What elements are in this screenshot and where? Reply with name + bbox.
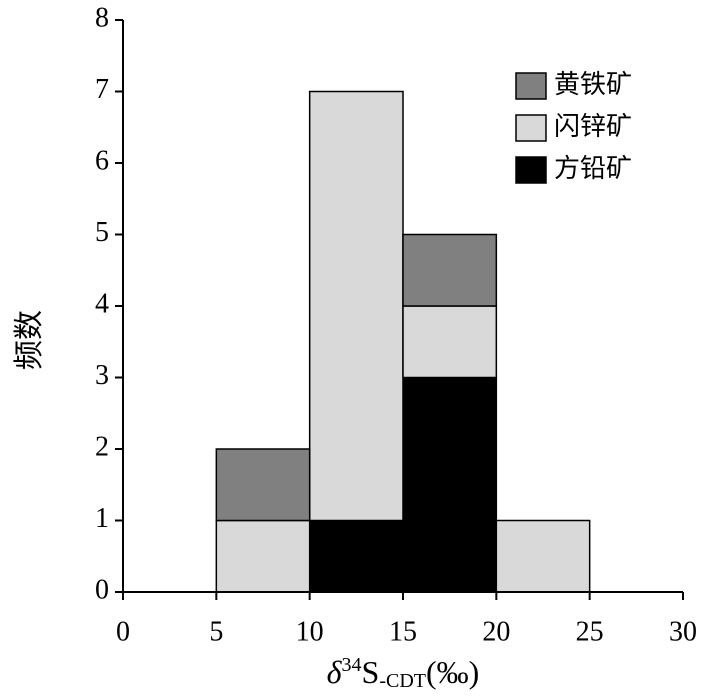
x-tick-label: 0 (116, 616, 130, 647)
y-tick-label: 2 (95, 431, 109, 462)
y-tick-label: 1 (95, 503, 109, 534)
y-axis-label: 频数 (13, 310, 46, 370)
x-tick-label: 30 (669, 616, 697, 647)
legend-swatch (515, 114, 547, 142)
x-axis-label: δ34S-CDT(‰) (327, 654, 480, 692)
x-label-main: S (362, 654, 380, 690)
bar-segment (402, 305, 498, 379)
x-label-suffix: (‰) (426, 654, 479, 690)
bar-segment (402, 376, 498, 593)
x-tick-label: 25 (576, 616, 604, 647)
bar-segment (495, 519, 591, 593)
y-tick-label: 8 (95, 2, 109, 33)
legend-swatch (515, 72, 547, 100)
legend-swatch (515, 156, 547, 184)
legend-label: 闪锌矿 (554, 112, 632, 141)
y-tick-label: 0 (95, 574, 109, 605)
bar-segment (402, 233, 498, 307)
legend-label: 黄铁矿 (554, 70, 632, 99)
y-tick-label: 6 (95, 145, 109, 176)
y-tick-label: 4 (95, 288, 109, 319)
bar-segment (308, 90, 404, 522)
bar-segment (215, 519, 311, 593)
x-tick-label: 5 (209, 616, 223, 647)
y-tick-label: 3 (95, 360, 109, 391)
x-tick-label: 10 (296, 616, 324, 647)
bar-segment (308, 519, 404, 593)
x-label-prefix: δ (327, 654, 343, 690)
y-tick-label: 5 (95, 217, 109, 248)
legend-label: 方铅矿 (554, 154, 632, 183)
x-tick-label: 15 (389, 616, 417, 647)
x-label-sup: 34 (342, 654, 362, 676)
x-tick-label: 20 (482, 616, 510, 647)
y-tick-label: 7 (95, 74, 109, 105)
x-label-sub: -CDT (379, 670, 426, 692)
bar-segment (215, 448, 311, 522)
